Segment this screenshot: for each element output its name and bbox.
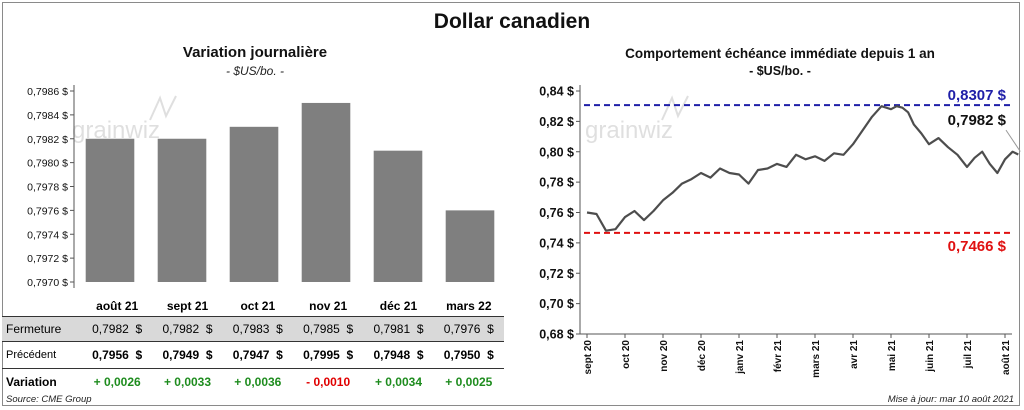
column-header: oct 21 <box>240 299 276 313</box>
line-chart-x-axis: sept 20 oct 20 nov 20 déc 20 janv 21 févr 21 m… <box>583 334 1012 378</box>
table-row-variation: Variation + 0,0026 + 0,0033 + 0,0036 - 0… <box>2 369 504 396</box>
svg-text:grainwiz: grainwiz <box>585 117 673 144</box>
y-tick-label: 0,76 $ <box>539 206 574 220</box>
y-tick-label: 0,7974 $ <box>27 229 68 241</box>
table-cell: 0,7982 $ <box>82 316 153 342</box>
x-tick-label: août 21 <box>1001 340 1012 375</box>
y-tick-label: 0,68 $ <box>539 328 574 342</box>
left-chart-unit: - $US/bo. - <box>225 64 285 78</box>
table-cell: 0,7948 $ <box>363 341 434 369</box>
y-tick-label: 0,82 $ <box>539 115 574 129</box>
bar <box>85 138 135 282</box>
table-cell: 0,7995 $ <box>292 341 364 369</box>
y-tick-label: 0,7982 $ <box>27 134 68 146</box>
table-cell: 0,7947 $ <box>222 341 293 369</box>
last-value-pointer <box>1005 129 1021 152</box>
y-tick-label: 0,72 $ <box>539 267 574 281</box>
grainwiz-watermark-left: grainwiz <box>72 95 177 144</box>
data-table: août 21 sept 21 oct 21 nov 21 déc 21 mar… <box>2 296 504 395</box>
table-cell: + 0,0026 <box>93 375 141 389</box>
y-tick-label: 0,74 $ <box>539 236 574 250</box>
right-chart-unit: - $US/bo. - <box>749 64 811 78</box>
bar-chart: 0,7970 $ 0,7972 $ 0,7974 $ 0,7976 $ 0,7978 $… <box>27 85 495 289</box>
bar <box>301 102 351 282</box>
line-chart: 0,68 $ 0,70 $ 0,72 $ 0,74 $ 0,76 $ 0,78 $ 0,80… <box>539 85 1021 378</box>
min-value-label: 0,7466 $ <box>948 238 1007 255</box>
y-tick-label: 0,7980 $ <box>27 158 68 170</box>
right-chart-title: Comportement échéance immédiate depuis 1… <box>625 46 935 61</box>
column-header: août 21 <box>96 299 139 313</box>
last-value-label: 0,7982 $ <box>948 112 1007 129</box>
source-note: Source: CME Group <box>6 394 92 405</box>
table-cell: 0,7982 $ <box>152 316 223 342</box>
table-header-row: août 21 sept 21 oct 21 nov 21 déc 21 mar… <box>2 296 504 317</box>
y-tick-label: 0,7972 $ <box>27 253 68 265</box>
x-tick-label: sept 20 <box>583 340 594 375</box>
bar-series <box>85 102 495 282</box>
left-chart-title: Variation journalière <box>182 44 328 61</box>
chart-frame <box>2 2 1020 406</box>
column-header: nov 21 <box>309 299 348 313</box>
table-cell: 0,7956 $ <box>82 341 153 369</box>
table-cell: + 0,0036 <box>234 375 282 389</box>
y-tick-label: 0,7978 $ <box>27 182 68 194</box>
table-cell: 0,7949 $ <box>152 341 223 369</box>
row-label-precedent: Précédent <box>2 341 82 369</box>
table-cell: 0,7985 $ <box>292 316 364 342</box>
table-cell: - 0,0010 <box>306 375 351 389</box>
y-tick-label: 0,7976 $ <box>27 205 68 217</box>
bar <box>157 138 207 282</box>
bar-chart-y-axis: 0,7970 $ 0,7972 $ 0,7974 $ 0,7976 $ 0,7978 $… <box>27 86 74 289</box>
x-tick-label: juil 21 <box>963 340 974 370</box>
table-cell: + 0,0034 <box>374 375 422 389</box>
bar <box>373 150 423 282</box>
y-tick-label: 0,78 $ <box>539 176 574 190</box>
column-header: mars 22 <box>446 299 492 313</box>
x-tick-label: juin 21 <box>925 340 936 373</box>
bar <box>445 210 495 282</box>
table-cell: + 0,0025 <box>445 375 493 389</box>
table-cell: 0,7976 $ <box>433 316 504 342</box>
table-cell: 0,7950 $ <box>433 341 504 369</box>
grainwiz-watermark-right: grainwiz <box>585 95 689 144</box>
table-cell: + 0,0033 <box>163 375 212 389</box>
x-tick-label: déc 20 <box>697 340 708 372</box>
y-tick-label: 0,7986 $ <box>27 86 68 98</box>
update-note: Mise à jour: mar 10 août 2021 <box>887 394 1014 405</box>
table-row-fermeture: Fermeture 0,7982 $ 0,7982 $ 0,7983 $ 0,7… <box>2 316 504 342</box>
x-tick-label: oct 20 <box>621 340 632 369</box>
price-series-line <box>586 105 1019 232</box>
column-header: déc 21 <box>379 299 418 313</box>
y-tick-label: 0,7970 $ <box>27 277 68 289</box>
bar <box>229 126 279 282</box>
table-cell: 0,7981 $ <box>363 316 434 342</box>
row-label-fermeture: Fermeture <box>2 316 82 342</box>
x-tick-label: avr 21 <box>849 340 860 369</box>
max-value-label: 0,8307 $ <box>948 87 1007 104</box>
y-tick-label: 0,80 $ <box>539 145 574 159</box>
x-tick-label: mars 21 <box>811 340 822 378</box>
main-title: Dollar canadien <box>433 10 591 33</box>
x-tick-label: janv 21 <box>735 340 746 375</box>
y-tick-label: 0,84 $ <box>539 85 574 99</box>
x-tick-label: févr 21 <box>773 340 784 373</box>
line-chart-y-axis: 0,68 $ 0,70 $ 0,72 $ 0,74 $ 0,76 $ 0,78 $ 0,80… <box>539 85 580 342</box>
row-label-variation: Variation <box>6 375 57 389</box>
x-tick-label: nov 20 <box>659 340 670 372</box>
table-cell: 0,7983 $ <box>222 316 293 342</box>
table-row-precedent: Précédent 0,7956 $ 0,7949 $ 0,7947 $ 0,7… <box>2 341 504 369</box>
y-tick-label: 0,70 $ <box>539 297 574 311</box>
x-tick-label: mai 21 <box>887 340 898 372</box>
y-tick-label: 0,7984 $ <box>27 110 68 122</box>
column-header: sept 21 <box>166 299 209 313</box>
